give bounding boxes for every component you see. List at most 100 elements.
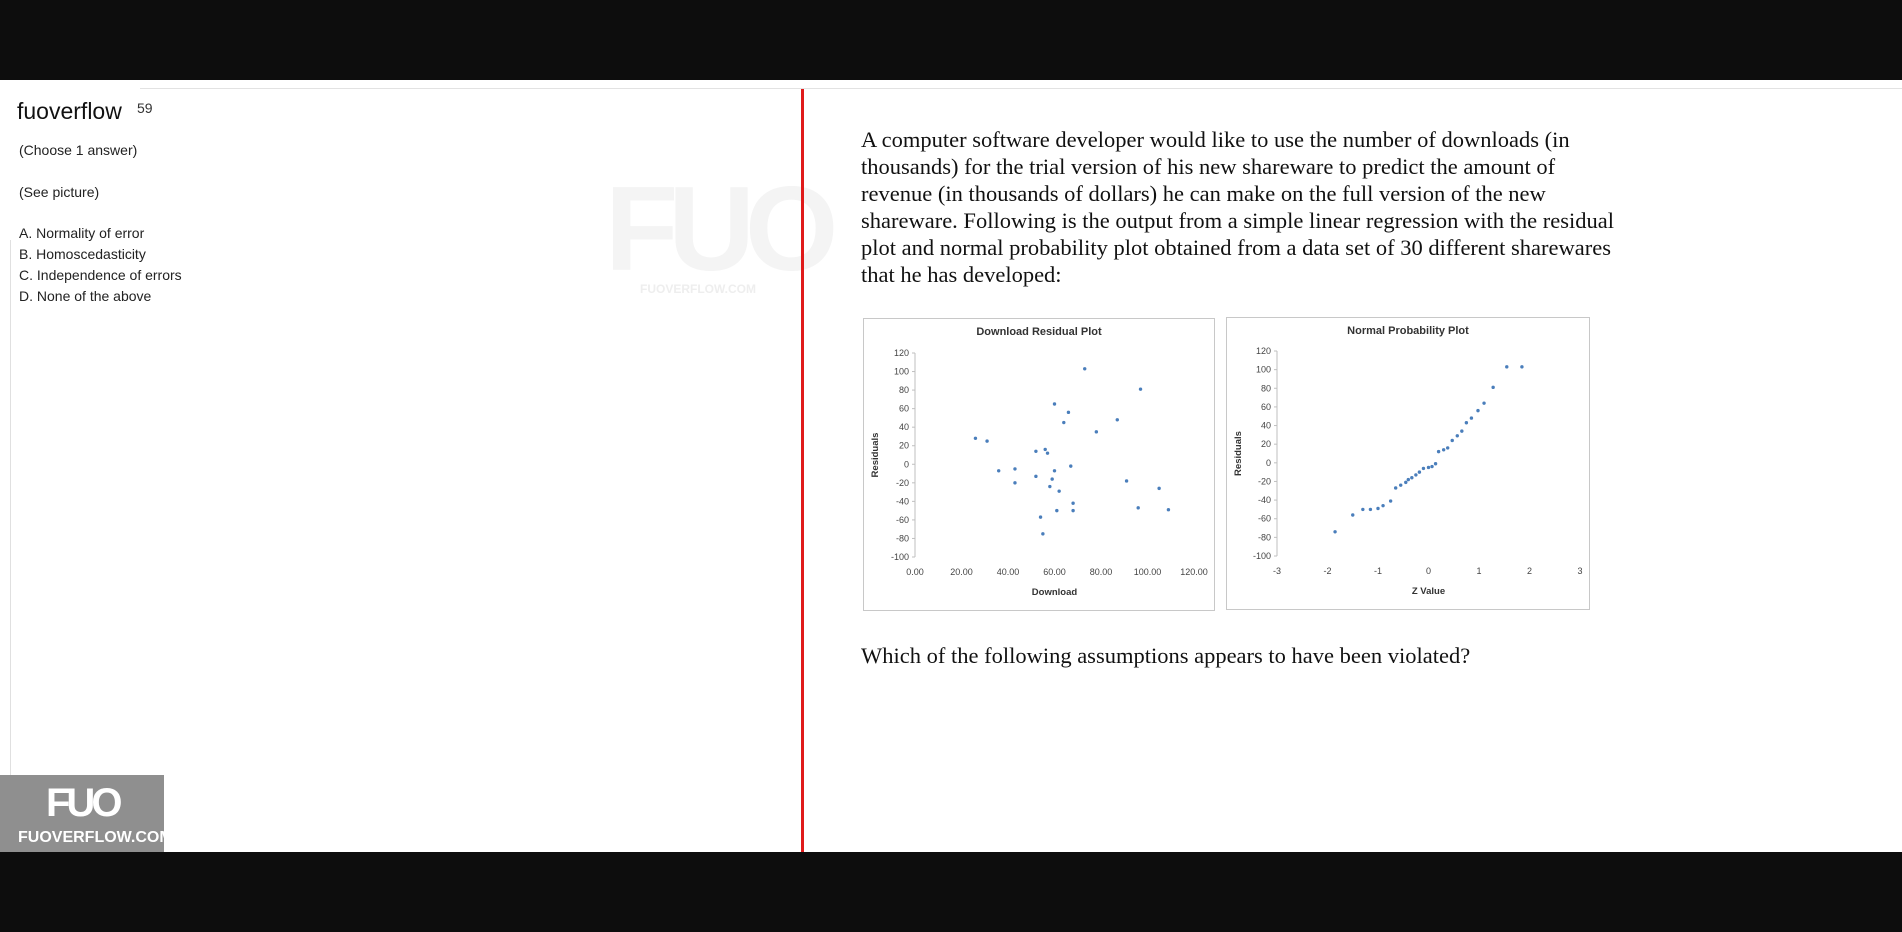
data-point [1115,418,1119,422]
data-point [1136,506,1140,510]
data-point [1066,410,1071,415]
data-point [1083,367,1087,371]
option-a[interactable]: A. Normality of error [19,225,145,241]
data-point [1376,506,1380,511]
data-point [1124,479,1129,483]
y-tick-label: 100 [1256,365,1271,375]
data-point [1333,530,1337,534]
data-point [1361,507,1365,512]
top-divider [140,88,1902,89]
data-point [1455,434,1459,438]
data-point [1062,420,1066,425]
x-tick-label: 100.00 [1134,567,1162,577]
brand-superscript: 59 [137,100,153,116]
data-point [1094,430,1099,434]
data-point [1399,483,1403,487]
y-tick-label: 20 [899,441,909,451]
x-axis-label: Z Value [1412,586,1445,597]
data-point [1388,499,1393,503]
data-point [1052,469,1057,473]
y-tick-label: -100 [891,552,909,562]
data-point [1034,449,1038,453]
data-point [1043,447,1047,452]
x-tick-label: 80.00 [1090,567,1113,577]
problem-statement: A computer software developer would like… [861,127,1614,287]
data-point [1491,385,1495,390]
data-point [1417,470,1422,474]
data-point [1381,503,1385,508]
data-point [1414,473,1418,477]
data-point [1013,481,1017,485]
y-tick-label: 20 [1261,439,1271,449]
y-tick-label: -80 [896,533,909,543]
content-page: fuoverflow 59 (Choose 1 answer) (See pic… [0,80,1902,852]
data-point [1406,477,1410,482]
x-tick-label: -2 [1323,566,1331,576]
x-tick-label: 1 [1476,566,1481,576]
data-point [1426,465,1431,470]
data-point [1445,446,1450,450]
residual-plot-panel: Download Residual Plot 120 100 80 60 40 20 0 -20… [863,318,1215,611]
data-point [1410,476,1414,480]
y-tick-label: 0 [904,459,909,469]
brand-name[interactable]: fuoverflow [17,98,122,124]
normal-probability-plot-panel: Normal Probability Plot 120 100 80 60 40 20 0 -2… [1226,317,1590,610]
data-point [1393,486,1398,490]
option-d[interactable]: D. None of the above [19,288,152,304]
y-tick-label: 60 [1261,402,1271,412]
data-point [1476,408,1480,413]
data-point [1460,429,1464,433]
data-point [1421,466,1426,471]
bottom-black-bar [0,852,1902,932]
watermark-text: FUOVERFLOW.COM [640,282,756,296]
data-point [1071,501,1075,505]
y-tick-label: 60 [899,404,909,414]
top-black-bar [0,0,1902,80]
data-point [1034,474,1038,479]
data-point [1351,513,1355,517]
data-point [1464,421,1469,425]
x-tick-label: -3 [1273,566,1281,576]
data-point [1045,451,1050,455]
data-point [1038,515,1043,519]
data-point [1055,508,1059,513]
y-tick-label: -100 [1253,551,1271,561]
y-tick-label: -40 [896,496,909,506]
y-tick-label: 120 [894,348,909,358]
y-tick-label: 80 [899,385,909,395]
left-divider [10,240,11,852]
x-axis-label: Download [1032,587,1078,598]
data-point [1071,508,1075,513]
y-tick-label: 120 [1256,346,1271,356]
choose-instruction: (Choose 1 answer) [19,142,138,158]
y-tick-label: -20 [1258,476,1271,486]
data-point [1505,365,1509,369]
data-point [1048,484,1052,489]
data-point [1436,449,1441,454]
x-tick-label: 40.00 [997,567,1020,577]
fuoverflow-badge[interactable]: FUO FUOVERFLOW.COM [0,775,173,852]
x-tick-label: 0.00 [906,567,924,577]
y-tick-label: -20 [896,478,909,488]
data-point [1050,477,1054,481]
data-point [1430,464,1434,469]
y-tick-label: 80 [1261,383,1271,393]
data-point [1069,464,1073,468]
data-point [1520,365,1524,369]
x-tick-label: 20.00 [950,567,973,577]
data-point [1052,402,1057,406]
badge-text: FUOVERFLOW.COM [18,829,173,846]
x-tick-label: -1 [1374,566,1382,576]
data-point [1433,462,1438,466]
see-picture-note: (See picture) [19,184,100,200]
y-tick-label: 40 [899,422,909,432]
watermark-logo: FUO [605,162,838,296]
option-b[interactable]: B. Homoscedasticity [19,246,146,262]
data-point [1013,467,1017,471]
badge-logo: FUO [46,781,122,825]
y-tick-label: 40 [1261,421,1271,431]
option-c[interactable]: C. Independence of errors [19,267,182,283]
data-point [1368,507,1373,512]
data-point [1482,401,1486,405]
y-axis-label: Residuals [870,433,881,478]
